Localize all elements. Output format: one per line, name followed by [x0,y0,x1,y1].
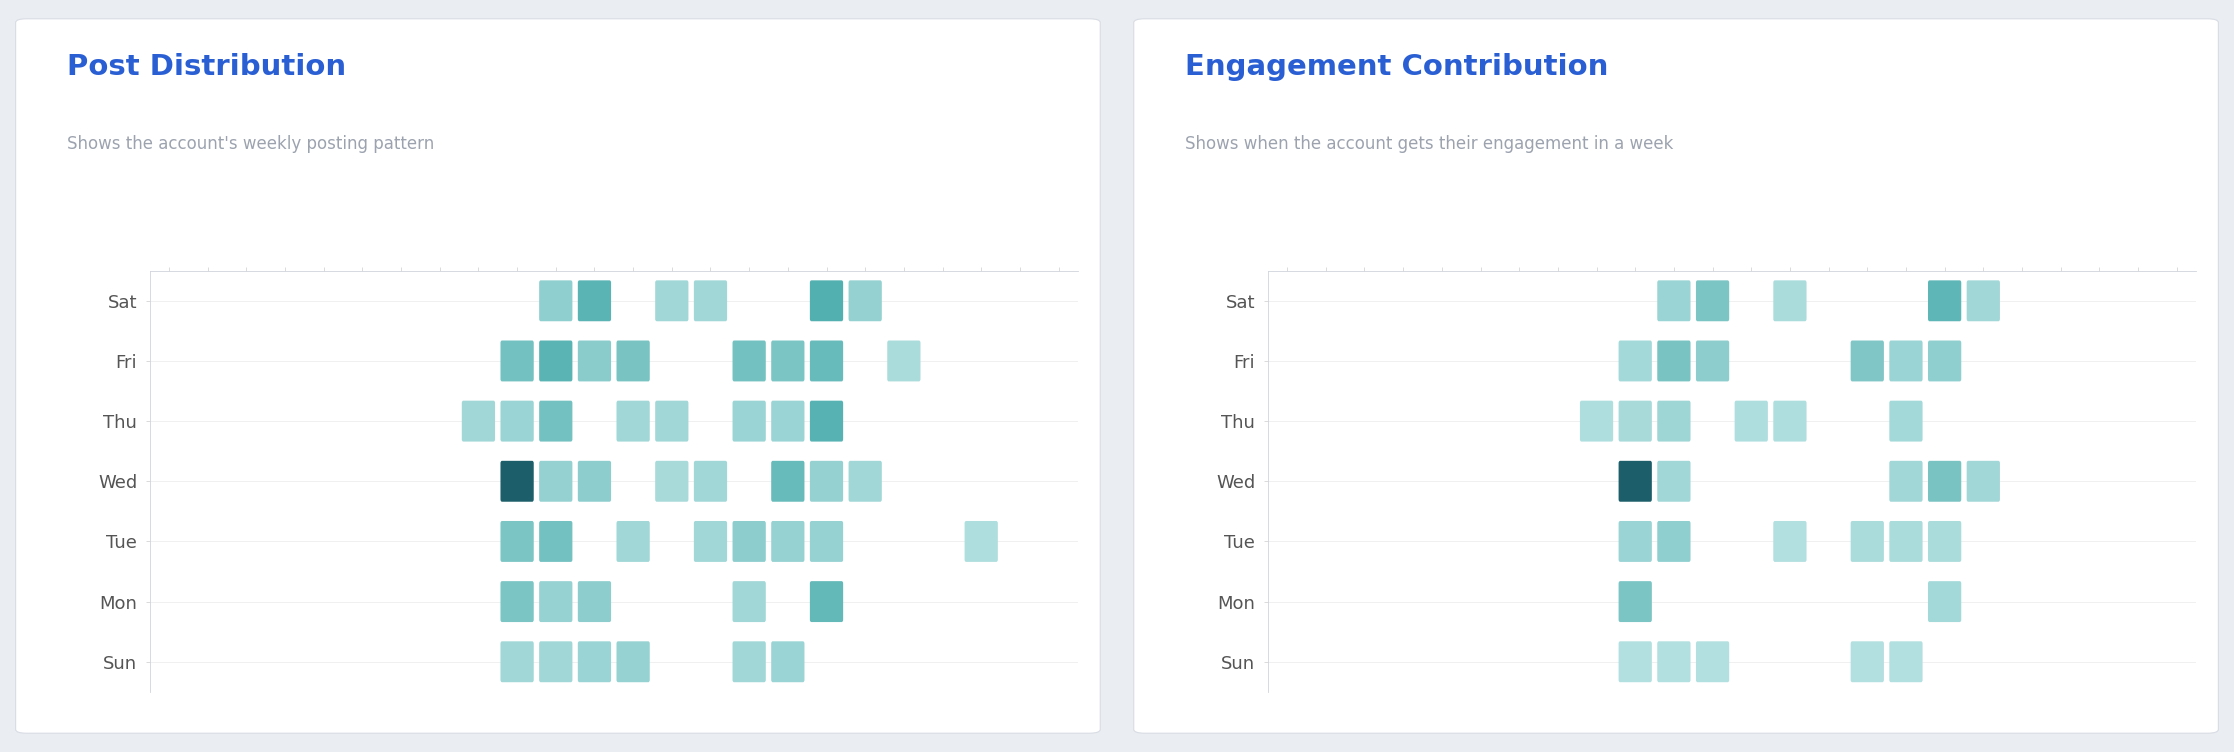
FancyBboxPatch shape [1850,521,1883,562]
Text: Engagement Contribution: Engagement Contribution [1184,53,1608,80]
FancyBboxPatch shape [579,341,612,381]
FancyBboxPatch shape [811,341,842,381]
FancyBboxPatch shape [538,280,572,321]
FancyBboxPatch shape [500,521,534,562]
FancyBboxPatch shape [500,401,534,441]
FancyBboxPatch shape [579,641,612,682]
FancyBboxPatch shape [500,461,534,502]
FancyBboxPatch shape [771,341,804,381]
FancyBboxPatch shape [695,461,726,502]
FancyBboxPatch shape [1966,280,1999,321]
FancyBboxPatch shape [695,280,726,321]
FancyBboxPatch shape [1658,641,1691,682]
FancyBboxPatch shape [1696,641,1729,682]
FancyBboxPatch shape [1928,521,1961,562]
FancyBboxPatch shape [1890,461,1923,502]
FancyBboxPatch shape [1890,401,1923,441]
FancyBboxPatch shape [1620,581,1651,622]
FancyBboxPatch shape [1658,280,1691,321]
FancyBboxPatch shape [538,461,572,502]
FancyBboxPatch shape [733,581,766,622]
FancyBboxPatch shape [811,461,842,502]
FancyBboxPatch shape [1734,401,1767,441]
FancyBboxPatch shape [887,341,920,381]
FancyBboxPatch shape [579,581,612,622]
FancyBboxPatch shape [1696,280,1729,321]
FancyBboxPatch shape [1928,581,1961,622]
FancyBboxPatch shape [1579,401,1613,441]
FancyBboxPatch shape [771,521,804,562]
FancyBboxPatch shape [1928,461,1961,502]
FancyBboxPatch shape [579,280,612,321]
FancyBboxPatch shape [1890,521,1923,562]
FancyBboxPatch shape [538,341,572,381]
FancyBboxPatch shape [1890,341,1923,381]
FancyBboxPatch shape [500,581,534,622]
Text: Shows the account's weekly posting pattern: Shows the account's weekly posting patte… [67,135,433,153]
FancyBboxPatch shape [655,461,688,502]
FancyBboxPatch shape [811,521,842,562]
FancyBboxPatch shape [1658,521,1691,562]
FancyBboxPatch shape [1696,341,1729,381]
FancyBboxPatch shape [849,461,882,502]
FancyBboxPatch shape [655,280,688,321]
FancyBboxPatch shape [538,581,572,622]
FancyBboxPatch shape [617,341,650,381]
FancyBboxPatch shape [1620,401,1651,441]
FancyBboxPatch shape [500,341,534,381]
FancyBboxPatch shape [538,401,572,441]
FancyBboxPatch shape [811,401,842,441]
FancyBboxPatch shape [695,521,726,562]
FancyBboxPatch shape [1620,341,1651,381]
FancyBboxPatch shape [1774,401,1807,441]
FancyBboxPatch shape [462,401,496,441]
FancyBboxPatch shape [617,521,650,562]
FancyBboxPatch shape [771,461,804,502]
FancyBboxPatch shape [1928,280,1961,321]
FancyBboxPatch shape [617,641,650,682]
FancyBboxPatch shape [1620,461,1651,502]
FancyBboxPatch shape [500,641,534,682]
FancyBboxPatch shape [538,641,572,682]
FancyBboxPatch shape [733,341,766,381]
FancyBboxPatch shape [1966,461,1999,502]
FancyBboxPatch shape [733,521,766,562]
FancyBboxPatch shape [617,401,650,441]
FancyBboxPatch shape [811,581,842,622]
FancyBboxPatch shape [538,521,572,562]
FancyBboxPatch shape [1850,341,1883,381]
Text: Post Distribution: Post Distribution [67,53,346,80]
FancyBboxPatch shape [579,461,612,502]
FancyBboxPatch shape [811,280,842,321]
FancyBboxPatch shape [1658,341,1691,381]
FancyBboxPatch shape [733,641,766,682]
FancyBboxPatch shape [1774,280,1807,321]
Text: Shows when the account gets their engagement in a week: Shows when the account gets their engage… [1184,135,1673,153]
FancyBboxPatch shape [771,401,804,441]
FancyBboxPatch shape [1620,641,1651,682]
FancyBboxPatch shape [1620,521,1651,562]
FancyBboxPatch shape [1928,341,1961,381]
FancyBboxPatch shape [1658,461,1691,502]
FancyBboxPatch shape [849,280,882,321]
FancyBboxPatch shape [771,641,804,682]
FancyBboxPatch shape [1890,641,1923,682]
FancyBboxPatch shape [1658,401,1691,441]
FancyBboxPatch shape [1850,641,1883,682]
FancyBboxPatch shape [655,401,688,441]
FancyBboxPatch shape [965,521,999,562]
FancyBboxPatch shape [733,401,766,441]
FancyBboxPatch shape [1774,521,1807,562]
